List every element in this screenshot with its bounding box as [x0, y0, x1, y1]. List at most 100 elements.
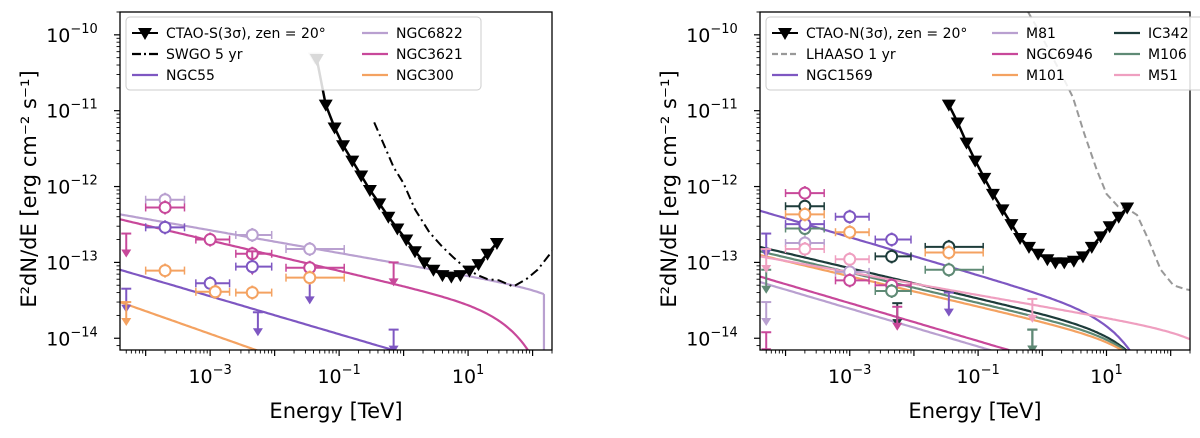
data-point-ic342-1 [885, 249, 899, 263]
model-line-ic342 [760, 245, 1128, 350]
legend-swatch-marker [778, 28, 792, 40]
y-tick-label: 10−14 [46, 325, 98, 350]
legend-swatch-marker [138, 28, 152, 40]
sensitivity-marker-11 [1040, 254, 1055, 267]
y-tick-label: 10−12 [686, 174, 738, 199]
sensitivity-marker-11 [407, 246, 422, 259]
sensitivity-marker-19 [480, 248, 495, 261]
y-tick-label: 10−14 [686, 325, 738, 350]
y-tick-base: 10 [686, 25, 710, 47]
upper-limit-arrow-ngc55-1 [252, 328, 263, 337]
data-point-ngc6946-0 [798, 186, 812, 200]
data-point-ngc1569-1 [843, 210, 857, 224]
legend-label: NGC1569 [806, 68, 873, 84]
upper-limit-arrow-ngc1569-1 [943, 308, 954, 317]
sensitivity-marker-1 [318, 99, 333, 112]
plot-area [120, 52, 552, 350]
y-tick-exponent: −12 [710, 174, 737, 189]
model-line-m51 [760, 255, 1190, 341]
legend-item-ctao-n-3-zen-20: CTAO-N(3σ), zen = 20° [772, 26, 967, 42]
x-tick-base: 10 [188, 366, 212, 388]
y-tick-base: 10 [686, 101, 710, 123]
y-tick-label: 10−10 [46, 22, 98, 47]
model-line-m101 [760, 253, 1124, 350]
data-point-m101-1 [843, 225, 857, 239]
sensitivity-marker-9 [390, 223, 405, 236]
sensitivity-marker-4 [345, 155, 360, 168]
legend-label: NGC6946 [1026, 47, 1093, 63]
data-point-m51-1 [843, 252, 857, 266]
x-tick-label: 10−1 [956, 363, 999, 388]
sensitivity-marker-18 [471, 259, 486, 272]
legend-label: SWGO 5 yr [166, 47, 243, 63]
y-tick-label: 10−10 [686, 22, 738, 47]
sensitivity-marker-13 [426, 264, 441, 277]
sensitivity-marker-6 [362, 185, 377, 198]
sensitivity-marker-7 [372, 198, 387, 211]
x-tick-base: 10 [828, 366, 852, 388]
legend-item-ngc6822: NGC6822 [362, 26, 463, 42]
x-tick-label: 10−1 [317, 363, 360, 388]
x-axis-title: Energy [TeV] [269, 399, 402, 423]
x-tick-exponent: −3 [852, 363, 871, 378]
legend-label: LHAASO 1 yr [806, 47, 896, 63]
y-tick-base: 10 [46, 25, 70, 47]
sensitivity-marker-6 [995, 204, 1010, 217]
upper-limit-arrow-ngc55-3 [304, 296, 315, 305]
sensitivity-marker-12 [417, 257, 432, 270]
sensitivity-marker-16 [453, 270, 468, 283]
sensitivity-marker-16 [1084, 241, 1099, 254]
y-tick-exponent: −14 [710, 325, 737, 340]
upper-limit-arrow-ngc3621-2 [388, 278, 399, 287]
legend-label: NGC55 [166, 68, 215, 84]
sensitivity-marker-4 [977, 172, 992, 185]
data-point-ngc300-3 [303, 271, 317, 285]
legend-label: M81 [1026, 26, 1056, 42]
legend-label: CTAO-N(3σ), zen = 20° [806, 26, 967, 42]
legend-item-m101: M101 [992, 68, 1065, 84]
upper-limit-arrow-m106-0 [761, 285, 772, 294]
upper-limit-arrow-ngc300-0 [121, 318, 132, 327]
sensitivity-marker-10 [1031, 248, 1046, 261]
x-tick-label: 101 [452, 363, 484, 388]
legend-item-m81: M81 [992, 26, 1056, 42]
sensitivity-marker-5 [354, 170, 369, 183]
sensitivity-marker-19 [1111, 211, 1126, 224]
model-line-ngc3621 [120, 218, 530, 350]
sensitivity-marker-3 [968, 155, 983, 168]
y-tick-base: 10 [686, 252, 710, 274]
upper-limit-arrow-m51-0 [761, 265, 772, 274]
y-tick-exponent: −13 [710, 249, 737, 264]
y-tick-exponent: −11 [710, 98, 737, 113]
y-tick-exponent: −13 [70, 249, 97, 264]
legend-item-m106: M106 [1114, 47, 1187, 63]
legend-item-ngc6946: NGC6946 [992, 47, 1093, 63]
legend-label: NGC6822 [396, 26, 463, 42]
sensitivity-marker-15 [444, 271, 459, 284]
sensitivity-marker-13 [1057, 257, 1072, 270]
sensitivity-marker-8 [381, 211, 396, 224]
sensitivity-marker-10 [399, 234, 414, 247]
data-point-ngc300-2 [245, 286, 259, 300]
upper-limit-arrow-m81-0 [761, 318, 772, 327]
upper-limit-arrow-ngc3621-0 [121, 249, 132, 258]
sensitivity-marker-3 [336, 140, 351, 153]
data-point-m101-2 [942, 246, 956, 260]
legend-item-ngc1569: NGC1569 [772, 68, 873, 84]
model-line-ngc55 [120, 268, 397, 350]
x-tick-exponent: −3 [213, 363, 232, 378]
legend-item-ic342: IC342 [1114, 26, 1189, 42]
data-point-ngc300-1 [208, 285, 222, 299]
data-point-m106-1 [885, 284, 899, 298]
x-tick-base: 10 [452, 366, 476, 388]
x-tick-exponent: −1 [342, 363, 361, 378]
data-point-ngc6822-2 [303, 242, 317, 256]
x-tick-exponent: 1 [476, 363, 484, 378]
y-tick-base: 10 [686, 328, 710, 350]
sensitivity-marker-0 [941, 99, 956, 112]
data-point-ngc55-2 [245, 260, 259, 274]
legend-label: NGC3621 [396, 47, 463, 63]
sensitivity-marker-17 [462, 265, 477, 278]
legend-label: CTAO-S(3σ), zen = 20° [166, 26, 326, 42]
